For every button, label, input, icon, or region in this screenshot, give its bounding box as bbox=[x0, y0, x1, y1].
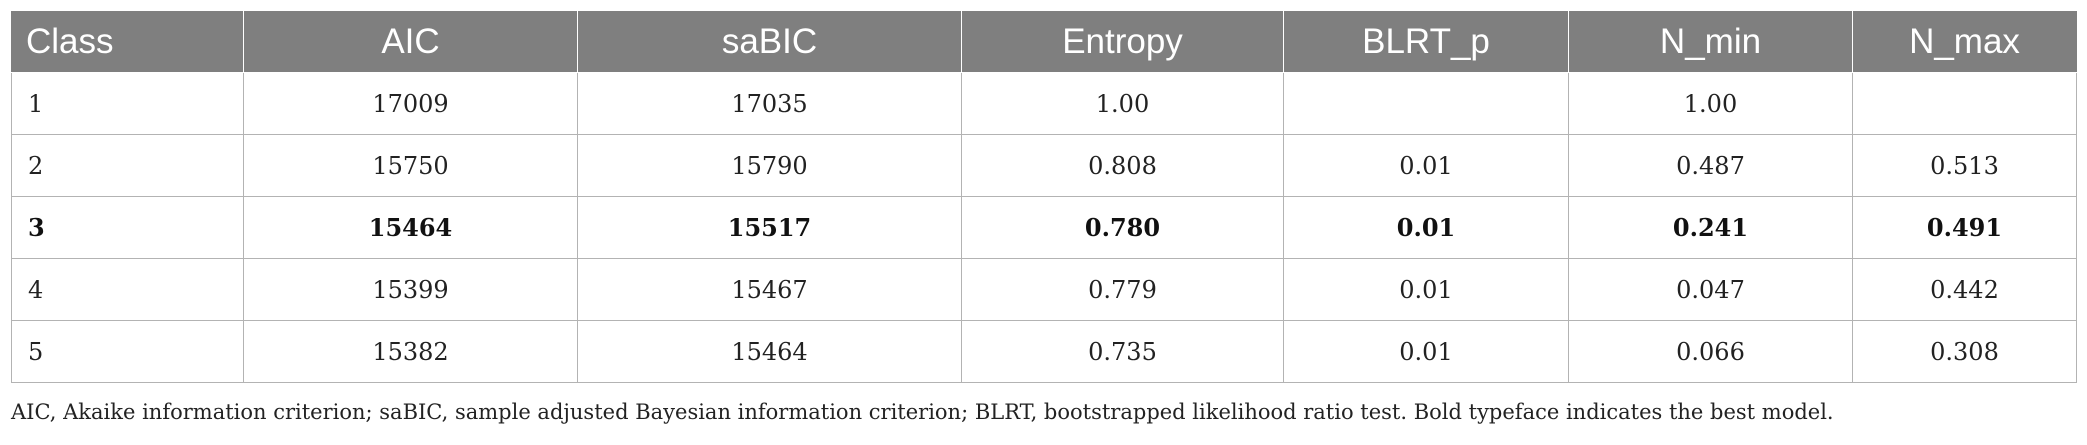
cell-blrt-p: 0.01 bbox=[1283, 320, 1569, 383]
header-cell-sabic: saBIC bbox=[577, 11, 962, 73]
cell-n-max bbox=[1852, 72, 2077, 135]
table-footnote: AIC, Akaike information criterion; saBIC… bbox=[11, 400, 1834, 424]
cell-blrt-p: 0.01 bbox=[1283, 258, 1569, 321]
cell-n-min: 0.066 bbox=[1568, 320, 1853, 383]
cell-n-min: 0.241 bbox=[1568, 196, 1853, 259]
table-row-best-model: 3 15464 15517 0.780 0.01 0.241 0.491 bbox=[11, 196, 2077, 259]
table-header: Class AIC saBIC Entropy BLRT_p N_min N_m… bbox=[11, 11, 2077, 73]
table-row: 1 17009 17035 1.00 1.00 bbox=[11, 72, 2077, 135]
table-row: 4 15399 15467 0.779 0.01 0.047 0.442 bbox=[11, 258, 2077, 321]
cell-sabic: 15467 bbox=[577, 258, 962, 321]
cell-entropy: 0.808 bbox=[961, 134, 1284, 197]
cell-sabic: 15517 bbox=[577, 196, 962, 259]
cell-aic: 17009 bbox=[243, 72, 578, 135]
cell-class: 4 bbox=[11, 258, 244, 321]
cell-sabic: 15790 bbox=[577, 134, 962, 197]
cell-sabic: 15464 bbox=[577, 320, 962, 383]
header-row: Class AIC saBIC Entropy BLRT_p N_min N_m… bbox=[11, 11, 2077, 73]
cell-n-min: 1.00 bbox=[1568, 72, 1853, 135]
cell-class: 5 bbox=[11, 320, 244, 383]
cell-n-min: 0.047 bbox=[1568, 258, 1853, 321]
cell-sabic: 17035 bbox=[577, 72, 962, 135]
cell-aic: 15382 bbox=[243, 320, 578, 383]
cell-n-max: 0.308 bbox=[1852, 320, 2077, 383]
cell-entropy: 0.735 bbox=[961, 320, 1284, 383]
header-cell-blrt-p: BLRT_p bbox=[1283, 11, 1569, 73]
header-cell-entropy: Entropy bbox=[961, 11, 1284, 73]
cell-entropy: 1.00 bbox=[961, 72, 1284, 135]
cell-n-max: 0.491 bbox=[1852, 196, 2077, 259]
header-cell-n-max: N_max bbox=[1852, 11, 2077, 73]
cell-entropy: 0.780 bbox=[961, 196, 1284, 259]
cell-n-min: 0.487 bbox=[1568, 134, 1853, 197]
results-table: Class AIC saBIC Entropy BLRT_p N_min N_m… bbox=[11, 11, 2077, 383]
cell-blrt-p bbox=[1283, 72, 1569, 135]
cell-aic: 15750 bbox=[243, 134, 578, 197]
cell-entropy: 0.779 bbox=[961, 258, 1284, 321]
header-cell-class: Class bbox=[11, 11, 244, 73]
cell-n-max: 0.442 bbox=[1852, 258, 2077, 321]
header-cell-aic: AIC bbox=[243, 11, 578, 73]
cell-blrt-p: 0.01 bbox=[1283, 134, 1569, 197]
table-row: 2 15750 15790 0.808 0.01 0.487 0.513 bbox=[11, 134, 2077, 197]
cell-class: 2 bbox=[11, 134, 244, 197]
table-body: 1 17009 17035 1.00 1.00 2 15750 15790 0.… bbox=[11, 72, 2077, 383]
cell-aic: 15399 bbox=[243, 258, 578, 321]
cell-class: 3 bbox=[11, 196, 244, 259]
cell-n-max: 0.513 bbox=[1852, 134, 2077, 197]
cell-blrt-p: 0.01 bbox=[1283, 196, 1569, 259]
table-row: 5 15382 15464 0.735 0.01 0.066 0.308 bbox=[11, 320, 2077, 383]
cell-aic: 15464 bbox=[243, 196, 578, 259]
cell-class: 1 bbox=[11, 72, 244, 135]
header-cell-n-min: N_min bbox=[1568, 11, 1853, 73]
